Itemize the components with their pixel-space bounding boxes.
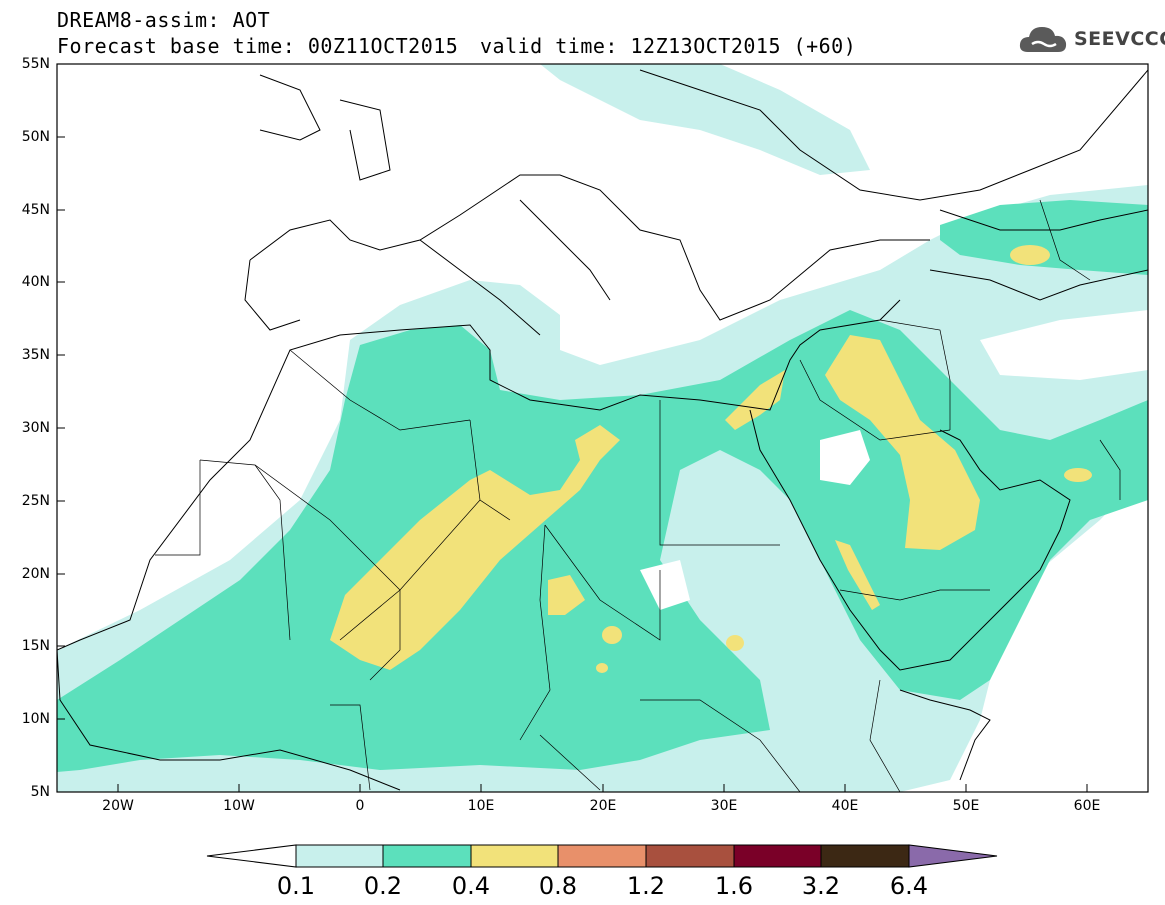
lon-label: 40E <box>831 798 859 814</box>
colorbar-label: 6.4 <box>889 872 929 900</box>
aot-field-0.4 <box>726 635 744 651</box>
product-title: DREAM8-assim: AOT <box>57 8 271 32</box>
colorbar-label: 1.6 <box>714 872 754 900</box>
aot-field-0.4 <box>825 335 980 550</box>
lon-label: 10W <box>223 798 255 814</box>
forecast-base-time: Forecast base time: 00Z11OCT2015 <box>57 34 459 58</box>
aot-field-low <box>640 560 690 610</box>
lon-label: 20W <box>102 798 134 814</box>
lat-label: 50N <box>21 129 50 145</box>
colorbar-segment <box>470 844 559 868</box>
colorbar-label: 0.1 <box>276 872 316 900</box>
colorbar <box>206 844 998 868</box>
colorbar-under-arrow <box>206 844 297 868</box>
lat-label: 25N <box>21 493 50 509</box>
lon-label: 60E <box>1073 798 1101 814</box>
lat-label: 55N <box>21 56 50 72</box>
lat-label: 5N <box>30 784 50 800</box>
aot-field-0.4 <box>596 663 608 673</box>
aot-field-0.1 <box>540 64 870 175</box>
lat-label: 30N <box>21 420 50 436</box>
colorbar-segment <box>557 844 647 868</box>
aot-field-low <box>980 310 1148 380</box>
lat-label: 35N <box>21 347 50 363</box>
coastlines <box>57 69 1148 791</box>
lat-label: 45N <box>21 202 50 218</box>
colorbar-label: 1.2 <box>626 872 666 900</box>
lat-label: 40N <box>21 274 50 290</box>
seevccc-logo: SEEVCCC <box>1018 22 1165 56</box>
aot-field-low <box>820 430 870 485</box>
aot-field <box>57 64 1148 792</box>
logo-text: SEEVCCC <box>1074 28 1165 50</box>
colorbar-label: 0.4 <box>451 872 491 900</box>
colorbar-segment <box>645 844 735 868</box>
lat-label: 10N <box>21 711 50 727</box>
lat-label: 20N <box>21 566 50 582</box>
aot-field-0.4 <box>602 626 622 644</box>
aot-field-0.4 <box>1064 468 1092 482</box>
lon-label: 30E <box>710 798 738 814</box>
aot-field-0.4 <box>725 370 785 430</box>
cloud-icon <box>1019 27 1067 52</box>
aot-field-0.4 <box>548 575 585 615</box>
aot-field-0.4 <box>1010 245 1050 265</box>
aot-field-0.4 <box>330 425 620 670</box>
lon-label: 50E <box>952 798 980 814</box>
colorbar-over-arrow <box>908 844 998 868</box>
colorbar-label: 3.2 <box>801 872 841 900</box>
valid-time: valid time: 12Z13OCT2015 (+60) <box>480 34 857 58</box>
borders <box>155 199 1121 792</box>
lon-label: 0 <box>355 798 365 814</box>
lat-label: 15N <box>21 638 50 654</box>
aot-field-0.2 <box>940 200 1148 275</box>
colorbar-segment <box>733 844 822 868</box>
colorbar-segment <box>820 844 910 868</box>
lon-label: 10E <box>467 798 495 814</box>
lon-label: 20E <box>589 798 617 814</box>
aot-field-0.4 <box>835 540 880 610</box>
lon-ticks <box>117 784 1088 792</box>
lat-ticks <box>57 63 65 720</box>
colorbar-label: 0.8 <box>538 872 578 900</box>
colorbar-segment <box>382 844 472 868</box>
colorbar-label: 0.2 <box>363 872 403 900</box>
colorbar-segment <box>295 844 384 868</box>
